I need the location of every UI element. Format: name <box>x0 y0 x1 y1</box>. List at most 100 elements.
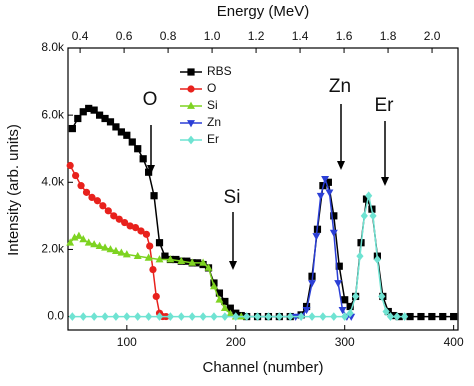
legend-label: Zn <box>207 115 221 129</box>
marker <box>117 248 126 256</box>
marker <box>104 207 112 215</box>
marker <box>128 138 136 146</box>
marker <box>365 191 373 201</box>
marker <box>115 215 123 223</box>
y-tick-label: 0.0 <box>47 309 64 323</box>
marker <box>439 312 447 321</box>
marker <box>316 192 325 201</box>
series-line <box>295 176 352 318</box>
marker <box>131 224 140 232</box>
x-tick-label: 200 <box>226 335 246 349</box>
x2-tick-label: 2.0 <box>424 29 441 43</box>
x-tick-label: 100 <box>117 335 137 349</box>
marker <box>123 312 131 321</box>
x2-tick-label: 1.0 <box>204 29 221 43</box>
marker <box>346 308 354 318</box>
marker <box>275 312 283 321</box>
y-axis-title: Intensity (arb. units) <box>5 124 22 256</box>
marker <box>117 128 125 136</box>
marker <box>417 312 425 321</box>
y-tick-label: 8.0k <box>41 40 65 54</box>
marker <box>204 263 213 271</box>
marker <box>199 312 207 321</box>
marker <box>144 253 153 261</box>
marker <box>82 188 91 196</box>
annotation: Er <box>375 95 395 116</box>
marker <box>99 202 107 210</box>
annotation: Zn <box>329 76 351 97</box>
marker <box>112 123 120 131</box>
marker <box>226 309 235 317</box>
marker <box>155 239 164 247</box>
x2-tick-label: 1.2 <box>248 29 265 43</box>
marker <box>378 292 386 301</box>
y-tick-label: 2.0k <box>41 242 65 256</box>
marker <box>152 292 160 301</box>
marker <box>220 303 229 312</box>
marker <box>330 312 338 321</box>
marker <box>329 229 338 237</box>
marker <box>145 312 153 321</box>
x-axis-title: Channel (number) <box>203 359 324 376</box>
marker <box>85 104 93 113</box>
marker <box>155 312 164 321</box>
x2-tick-label: 1.4 <box>292 29 309 43</box>
marker <box>187 85 195 93</box>
marker <box>66 238 75 246</box>
marker <box>139 155 147 163</box>
plot-frame <box>67 47 459 331</box>
arrow-head <box>229 261 237 270</box>
marker <box>149 265 157 274</box>
marker <box>101 114 109 123</box>
marker <box>401 312 409 321</box>
x2-tick-label: 1.8 <box>380 29 397 43</box>
marker <box>150 192 158 200</box>
marker <box>324 178 332 186</box>
marker <box>137 227 145 235</box>
marker <box>66 161 74 170</box>
marker <box>308 312 316 321</box>
marker <box>126 222 134 230</box>
marker <box>166 312 175 321</box>
marker <box>177 312 185 321</box>
marker <box>428 312 436 321</box>
marker <box>121 218 129 227</box>
marker <box>101 312 109 321</box>
marker <box>393 312 401 321</box>
marker <box>188 312 196 321</box>
marker <box>215 289 224 297</box>
marker <box>146 242 154 250</box>
x2-tick-label: 0.4 <box>72 29 89 43</box>
marker <box>68 312 76 321</box>
marker <box>199 258 208 266</box>
arrow-head <box>337 161 345 170</box>
marker <box>356 251 364 261</box>
marker <box>360 211 368 221</box>
y-tick-label: 6.0k <box>41 107 65 121</box>
x2-tick-label: 0.8 <box>160 29 177 43</box>
marker <box>122 250 131 258</box>
marker <box>325 189 334 197</box>
x2-tick-label: 0.6 <box>116 29 133 43</box>
marker <box>450 312 458 321</box>
marker <box>334 280 343 288</box>
x-tick-label: 300 <box>335 335 355 349</box>
marker <box>172 255 180 264</box>
marker <box>112 312 120 321</box>
marker <box>72 171 80 180</box>
marker <box>84 238 93 246</box>
marker <box>221 297 229 306</box>
marker <box>232 312 240 321</box>
marker <box>210 312 218 321</box>
marker <box>145 168 153 176</box>
marker <box>93 197 102 205</box>
marker <box>297 312 305 321</box>
series <box>68 104 458 321</box>
marker <box>386 312 395 321</box>
marker <box>77 182 85 190</box>
top-axis-title: Energy (MeV) <box>217 3 310 20</box>
marker <box>90 240 99 248</box>
x-tick-label: 400 <box>444 335 464 349</box>
marker <box>286 312 294 321</box>
